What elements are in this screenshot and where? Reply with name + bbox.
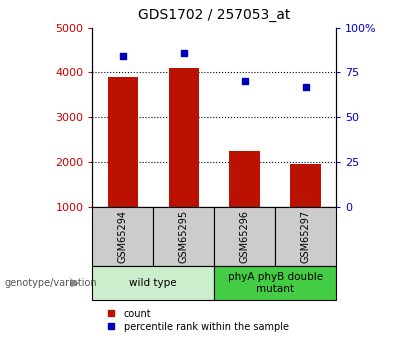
Text: genotype/variation: genotype/variation (4, 278, 97, 288)
Text: GSM65295: GSM65295 (179, 210, 189, 263)
Text: GSM65297: GSM65297 (301, 210, 310, 263)
Bar (92, 266, 214, 300)
Bar (108, 77, 138, 207)
Text: phyA phyB double
mutant: phyA phyB double mutant (228, 272, 323, 294)
Bar (214, 207, 275, 266)
Text: wild type: wild type (129, 278, 177, 288)
Point (302, 84, 309, 90)
Bar (214, 266, 336, 300)
Point (120, 53, 126, 59)
Point (241, 79, 248, 84)
Bar (275, 207, 336, 266)
Text: GSM65296: GSM65296 (240, 210, 249, 263)
Text: GSM65294: GSM65294 (118, 210, 128, 263)
Title: GDS1702 / 257053_at: GDS1702 / 257053_at (138, 8, 290, 22)
Bar (290, 164, 321, 207)
Point (181, 50, 187, 56)
Text: ▶: ▶ (71, 278, 80, 288)
Legend: count, percentile rank within the sample: count, percentile rank within the sample (97, 305, 292, 336)
Bar (229, 151, 260, 207)
Bar (92, 207, 153, 266)
Bar (168, 68, 199, 207)
Bar (153, 207, 214, 266)
